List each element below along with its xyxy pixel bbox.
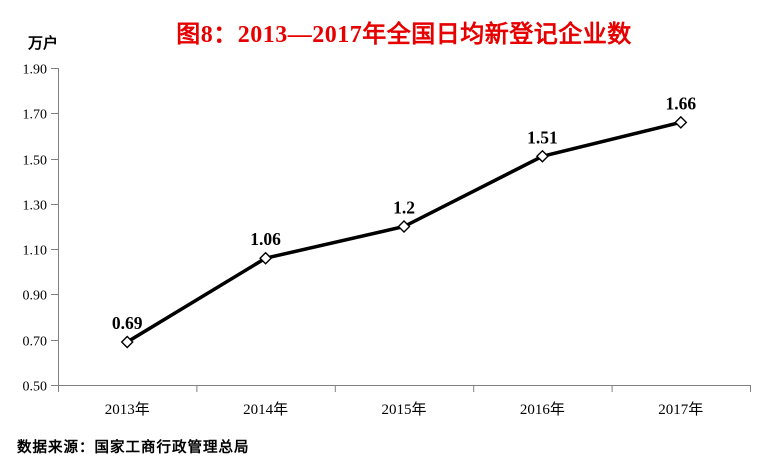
y-axis-tick-label: 0.70 (23, 335, 48, 350)
data-source-note: 数据来源：国家工商行政管理总局 (17, 440, 250, 456)
y-axis-tick-label: 0.90 (23, 289, 48, 304)
data-point-label: 1.06 (250, 229, 281, 249)
y-axis-tick-label: 1.10 (23, 244, 48, 259)
y-axis-tick-label: 1.70 (23, 108, 48, 123)
data-point-label: 1.2 (393, 198, 415, 218)
data-point-marker (397, 220, 411, 233)
x-axis-tick-label: 2017年 (658, 401, 703, 418)
data-point-marker (674, 115, 688, 129)
x-axis-tick-label: 2014年 (243, 401, 288, 418)
x-axis-tick-label: 2016年 (520, 401, 565, 418)
data-point-marker (535, 149, 549, 163)
y-axis-tick-label: 1.90 (23, 63, 48, 78)
y-axis-unit-label: 万户 (28, 35, 59, 52)
data-point-marker (259, 251, 273, 265)
data-point-marker (120, 335, 134, 349)
data-point-label: 0.69 (112, 313, 143, 333)
x-axis-tick-label: 2013年 (105, 401, 150, 418)
x-axis-tick-label: 2015年 (381, 401, 426, 418)
chart-title: 图8：2013—2017年全国日均新登记企业数 (176, 22, 632, 48)
y-axis-tick-label: 1.50 (23, 154, 48, 169)
data-point-label: 1.51 (527, 127, 558, 147)
y-axis-tick-label: 1.30 (23, 199, 48, 214)
y-axis-tick-label: 0.50 (23, 380, 48, 395)
data-point-label: 1.66 (665, 93, 696, 113)
